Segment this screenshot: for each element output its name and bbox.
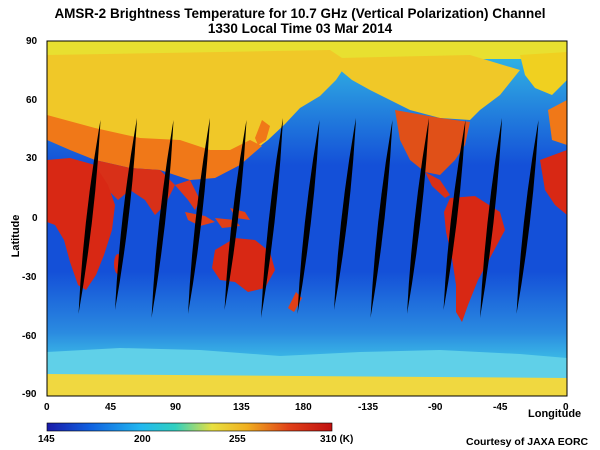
lon-tick: 180	[295, 402, 312, 413]
credit-text: Courtesy of JAXA EORC	[466, 436, 589, 448]
chart-title: AMSR-2 Brightness Temperature for 10.7 G…	[54, 6, 546, 21]
swath-gap	[480, 118, 502, 318]
colorbar	[46, 422, 333, 432]
north-america-warm	[395, 110, 470, 175]
swath-gap	[78, 120, 101, 314]
colorbar-label: 145	[38, 434, 55, 445]
chart-subtitle: 1330 Local Time 03 Mar 2014	[207, 21, 393, 36]
swath-gap	[334, 118, 356, 310]
lat-tick: 30	[26, 153, 38, 164]
japan	[255, 120, 270, 145]
eurasia-warm-south	[47, 115, 262, 180]
swath-gap	[224, 120, 247, 310]
swath-gap	[151, 120, 174, 318]
colorbar-label: 200	[134, 434, 151, 445]
india-arabia	[95, 160, 175, 215]
swath-gap	[261, 118, 283, 318]
lat-tick: 0	[32, 213, 38, 224]
swath-gap	[443, 120, 466, 310]
y-axis-label: Latitude	[10, 214, 22, 258]
lon-tick: -45	[493, 402, 508, 413]
colorbar-label: 255	[229, 434, 246, 445]
greenland	[520, 52, 567, 95]
swath-gap	[370, 120, 393, 318]
lon-tick: 45	[105, 402, 117, 413]
lon-tick: -90	[428, 402, 443, 413]
lat-tick: -90	[22, 389, 37, 400]
swath-gap	[297, 120, 320, 314]
lon-tick: 135	[233, 402, 250, 413]
lon-tick: 90	[170, 402, 182, 413]
west-africa-east-edge	[540, 150, 567, 215]
colorbar-label: 310 (K)	[320, 434, 354, 445]
southeast-asia	[175, 180, 200, 210]
lon-tick: 0	[563, 402, 569, 413]
swath-gaps	[78, 118, 539, 318]
swath-gap	[188, 118, 210, 314]
lon-tick: -135	[358, 402, 379, 413]
lat-tick: -60	[22, 331, 37, 342]
lon-tick: 0	[44, 402, 50, 413]
swath-gap	[407, 118, 429, 314]
central-america	[425, 172, 450, 198]
lat-tick: 60	[26, 95, 38, 106]
swath-gap	[115, 118, 137, 310]
map-frame	[46, 40, 568, 397]
lat-tick: -30	[22, 272, 37, 283]
europe-west-edge	[548, 100, 567, 145]
lat-tick: 90	[26, 36, 38, 47]
x-axis-label: Longitude	[528, 408, 582, 420]
swath-gap	[516, 120, 539, 314]
antarctic-sea-ice	[47, 348, 567, 378]
africa-landmass	[47, 158, 115, 290]
north-america-landmass	[340, 55, 520, 120]
